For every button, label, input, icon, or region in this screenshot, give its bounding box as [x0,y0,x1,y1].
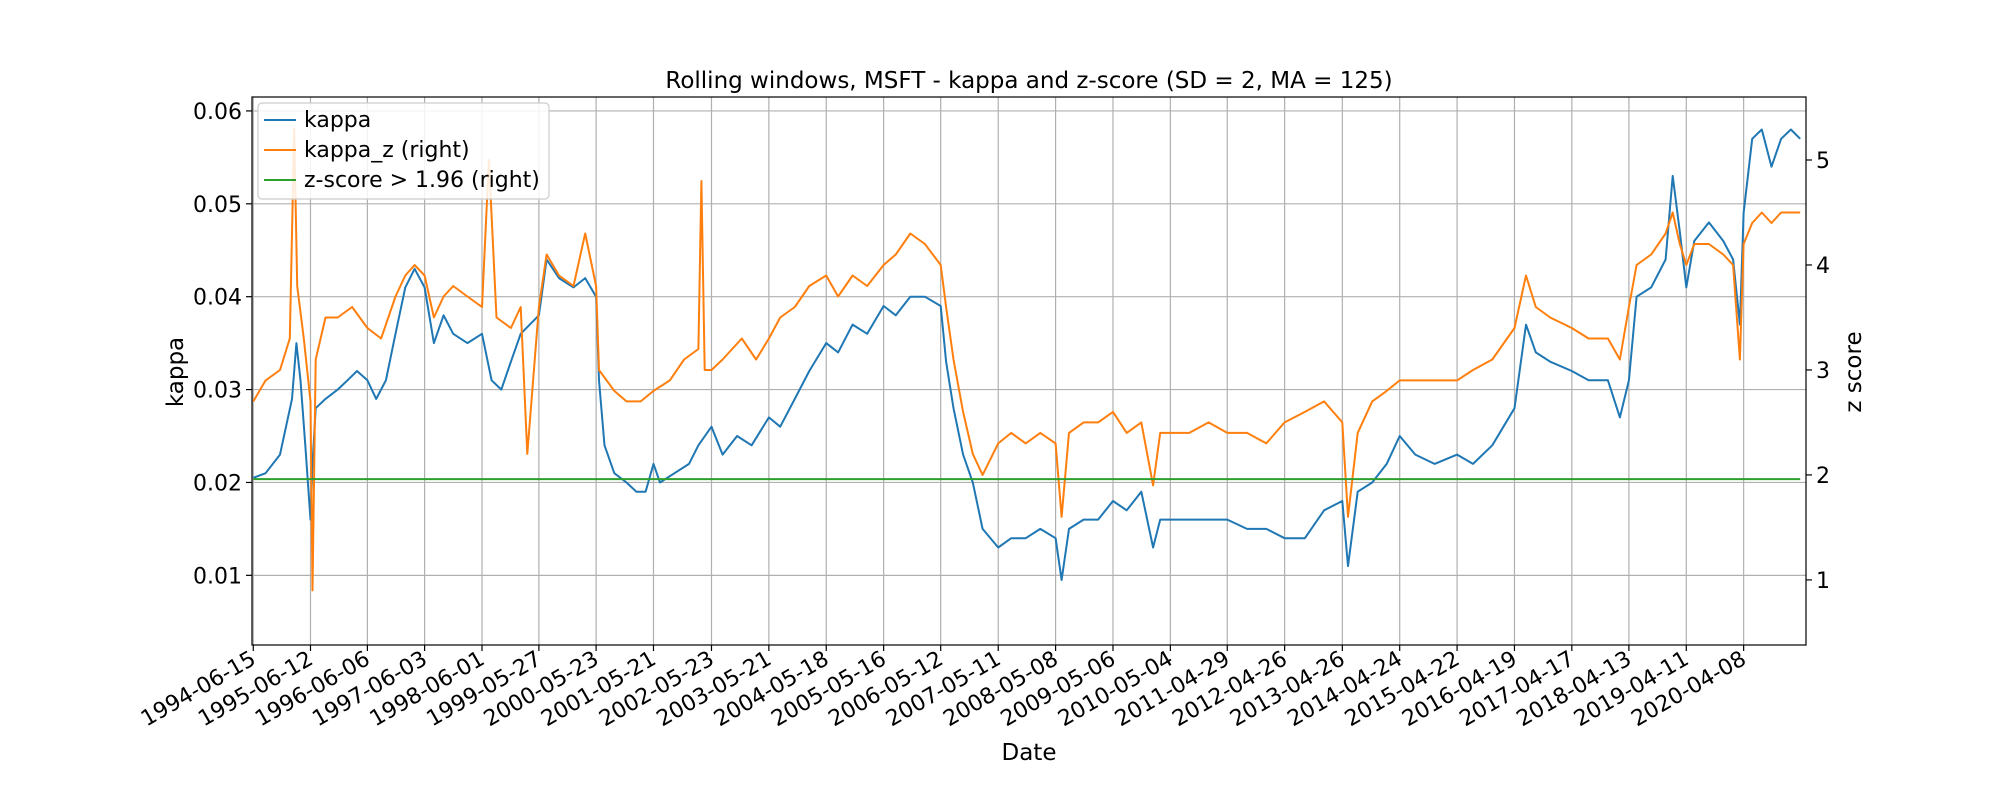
y-tick-label-right: 5 [1816,149,1830,174]
y-tick-label-left: 0.05 [193,193,242,218]
x-axis-label: Date [1002,740,1057,766]
legend-label-z-threshold: z-score > 1.96 (right) [304,168,540,193]
chart-title: Rolling windows, MSFT - kappa and z-scor… [665,68,1392,94]
y-tick-label-left: 0.03 [193,379,242,404]
legend: kappa kappa_z (right) z-score > 1.96 (ri… [257,102,550,200]
series-line-kappa [252,128,1801,581]
legend-box [257,102,550,200]
y-tick-label-left: 0.04 [193,286,242,311]
y-tick-label-right: 4 [1816,254,1830,279]
plot-frame [251,96,1807,646]
y-tick-label-left: 0.06 [193,100,242,125]
legend-label-kappa: kappa [304,108,371,133]
y-tick-label-right: 1 [1816,569,1830,594]
y-axis-label-left: kappa [163,337,189,407]
legend-label-kappa-z: kappa_z (right) [304,138,470,163]
y-tick-label-right: 2 [1816,464,1830,489]
series-layer [252,127,1801,592]
y-tick-label-right: 3 [1816,359,1830,384]
y-tick-label-left: 0.02 [193,471,242,496]
series-line-kappa-z [252,127,1801,592]
y-tick-label-left: 0.01 [193,564,242,589]
y-axis-label-right: z score [1841,331,1867,412]
